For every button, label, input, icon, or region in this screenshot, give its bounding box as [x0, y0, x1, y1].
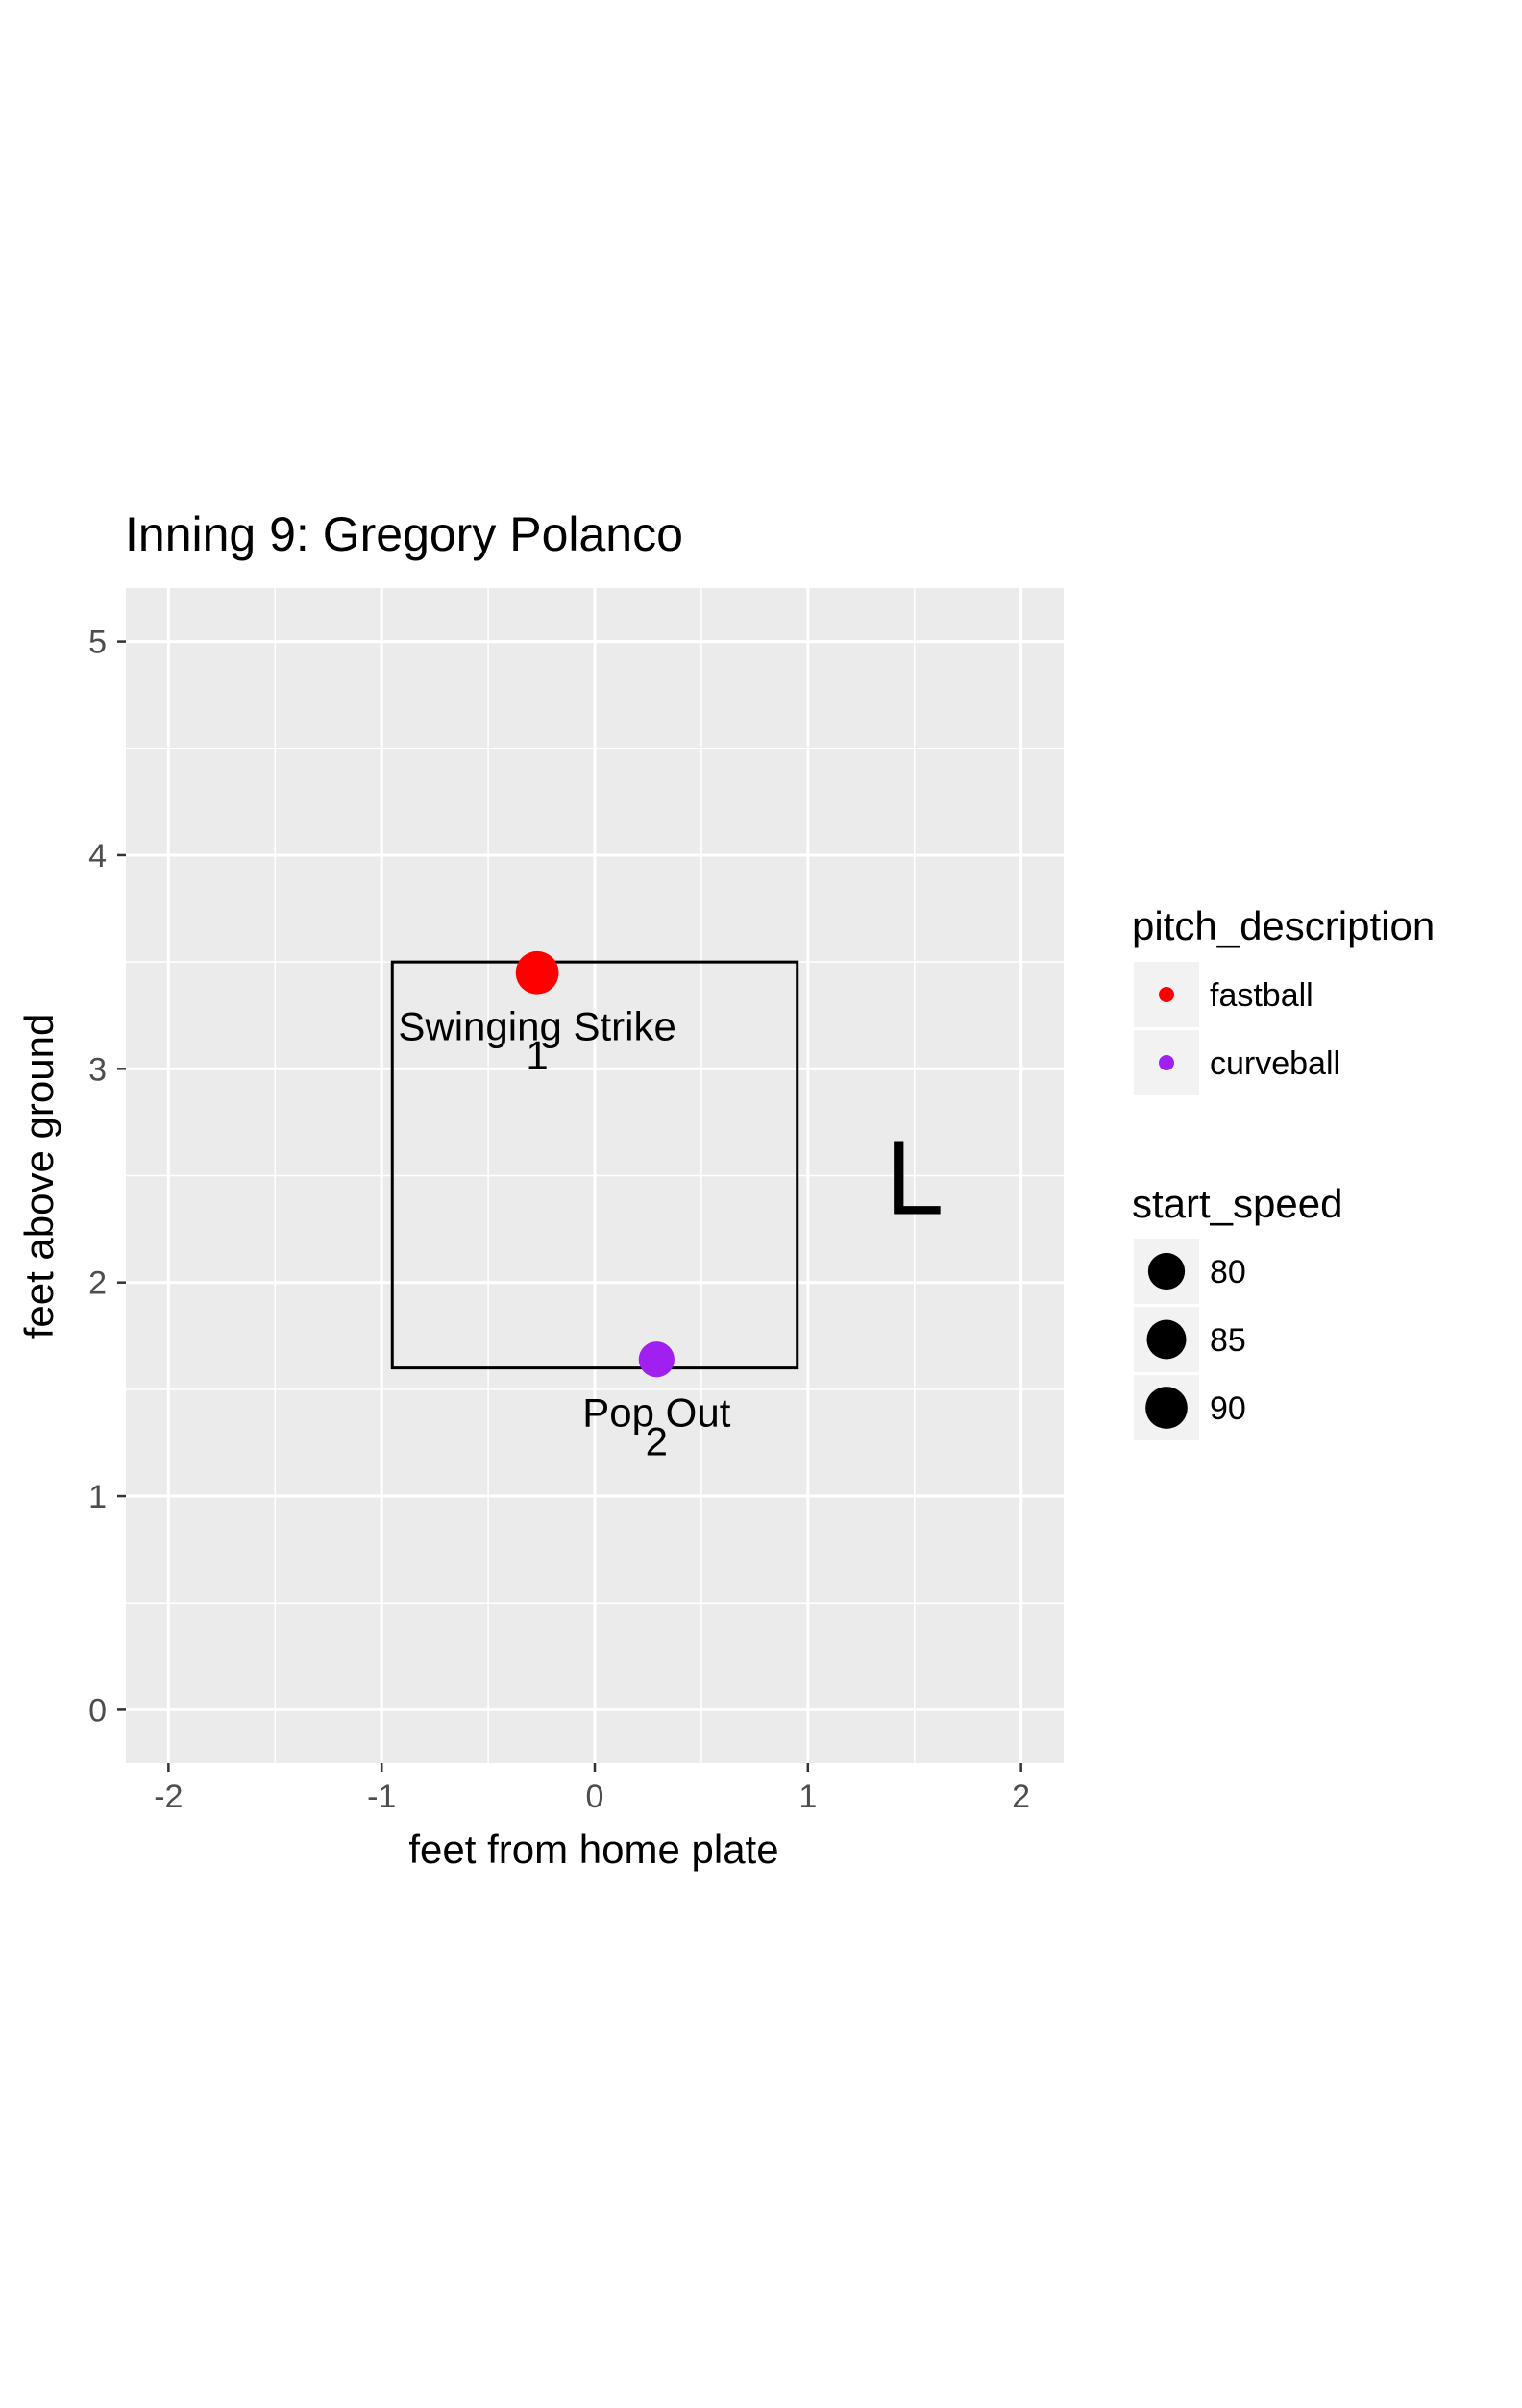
legend-size-label: 80 [1210, 1254, 1246, 1290]
pitch-point [638, 1341, 675, 1378]
chart-title: Inning 9: Gregory Polanco [125, 507, 683, 561]
x-tick-label: 1 [798, 1779, 817, 1815]
legend-color-title: pitch_description [1132, 903, 1435, 948]
legend-size-title: start_speed [1132, 1181, 1342, 1226]
y-tick-label: 1 [88, 1479, 107, 1515]
legend-size-label: 90 [1210, 1390, 1246, 1427]
y-tick-label: 2 [88, 1265, 107, 1302]
y-tick-label: 4 [88, 838, 107, 874]
x-axis-label: feet from home plate [408, 1827, 778, 1872]
y-axis-label: feet above ground [16, 1014, 61, 1339]
y-tick-label: 3 [88, 1051, 107, 1088]
pitch-number-label: 2 [646, 1419, 668, 1464]
x-tick-label: 2 [1012, 1779, 1030, 1815]
legend-key-label: curveball [1210, 1045, 1340, 1082]
y-tick-label: 5 [88, 625, 107, 661]
legend-size-label: 85 [1210, 1322, 1246, 1359]
y-tick-label: 0 [88, 1692, 107, 1729]
legend-size-keys: 80 85 90 [1134, 1239, 1246, 1440]
legend-size-dot [1147, 1252, 1186, 1290]
pitch-result-label: Swinging Strike [398, 1003, 675, 1048]
legend-color-keys: fastball curveball [1134, 962, 1340, 1095]
strike-zone-box [390, 960, 799, 1370]
x-tick-label: -1 [367, 1779, 396, 1815]
pitch-point [515, 950, 559, 995]
legend: pitch_description fastball curveball star… [1132, 903, 1435, 1440]
legend-size-dot [1145, 1387, 1188, 1429]
legend-key-dot [1159, 1055, 1174, 1070]
grid-major [126, 588, 1064, 1763]
legend-key-label: fastball [1210, 977, 1313, 1014]
legend-size-dot [1146, 1319, 1187, 1360]
x-tick-label: 0 [586, 1779, 604, 1815]
x-axis: -2 -1 0 1 2 [154, 1763, 1030, 1815]
legend-key-dot [1159, 987, 1174, 1002]
pitch-result-label: Pop Out [582, 1390, 730, 1436]
pitch-number-label: 1 [526, 1032, 548, 1077]
batter-side-label: L [885, 1119, 944, 1238]
y-axis: 0 1 2 3 4 5 [88, 625, 126, 1729]
x-tick-label: -2 [154, 1779, 183, 1815]
